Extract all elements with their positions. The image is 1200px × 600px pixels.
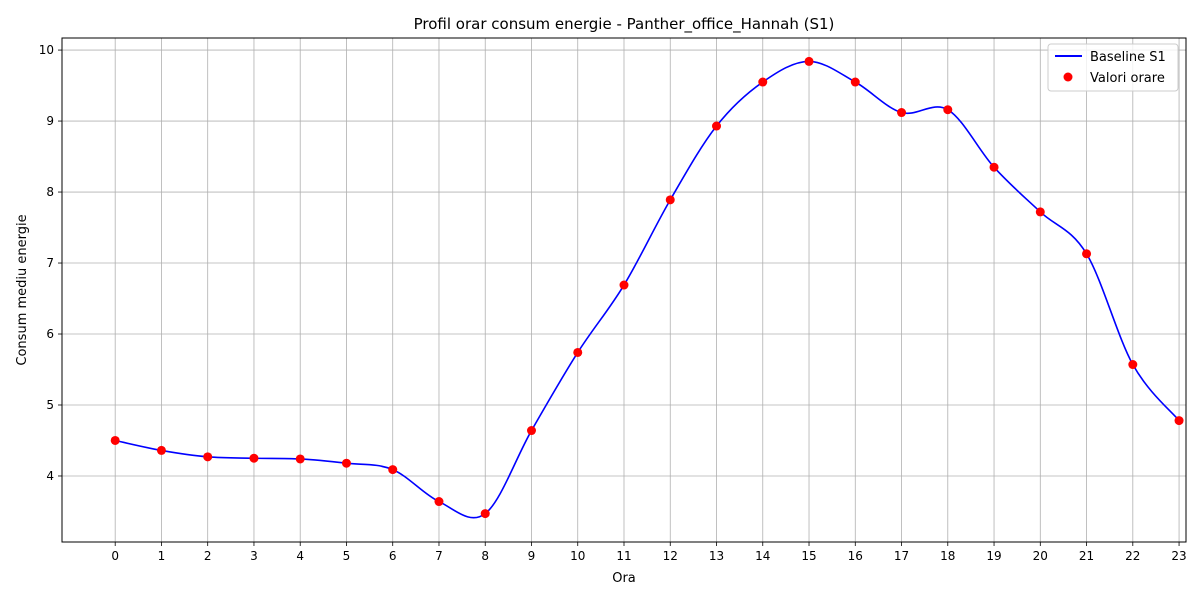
data-point	[897, 108, 907, 118]
data-point	[1082, 249, 1092, 259]
data-point	[110, 435, 120, 445]
legend: Baseline S1 Valori orare	[1047, 43, 1179, 92]
x-tick-label: 10	[570, 549, 585, 563]
x-tick-label: 23	[1171, 549, 1186, 563]
data-point	[573, 347, 583, 357]
x-tick-label: 11	[616, 549, 631, 563]
x-tick-label: 22	[1125, 549, 1140, 563]
y-tick-label: 6	[46, 327, 54, 341]
legend-entry-baseline: Baseline S1	[1090, 50, 1166, 65]
data-point	[804, 56, 814, 66]
chart-title: Profil orar consum energie - Panther_off…	[414, 15, 835, 34]
data-point	[341, 458, 351, 468]
x-tick-label: 17	[894, 549, 909, 563]
x-tick-label: 19	[986, 549, 1001, 563]
x-tick-label: 5	[343, 549, 351, 563]
y-axis-label: Consum mediu energie	[15, 214, 30, 365]
x-tick-label: 21	[1079, 549, 1094, 563]
x-tick-label: 4	[296, 549, 304, 563]
data-point	[295, 454, 305, 464]
data-point	[850, 77, 860, 87]
x-tick-label: 15	[801, 549, 816, 563]
data-point	[619, 280, 629, 290]
data-point	[203, 452, 213, 462]
data-point	[480, 509, 490, 519]
y-tick-label: 7	[46, 256, 54, 270]
x-axis-label: Ora	[612, 571, 636, 586]
x-tick-label: 0	[111, 549, 119, 563]
x-tick-label: 2	[204, 549, 212, 563]
data-point	[249, 453, 259, 463]
data-point	[1174, 416, 1184, 426]
x-tick-label: 1	[158, 549, 166, 563]
x-tick-label: 9	[528, 549, 536, 563]
data-point	[526, 426, 536, 436]
data-point	[712, 121, 722, 131]
data-point	[758, 77, 768, 87]
x-tick-label: 18	[940, 549, 955, 563]
x-tick-label: 14	[755, 549, 770, 563]
x-tick-label: 16	[848, 549, 863, 563]
y-tick-label: 4	[46, 469, 54, 483]
x-tick-label: 6	[389, 549, 397, 563]
y-tick-label: 9	[46, 114, 54, 128]
plot-data	[110, 56, 1184, 519]
data-point	[989, 162, 999, 172]
x-tick-label: 12	[663, 549, 678, 563]
legend-marker-swatch	[1063, 72, 1073, 82]
data-point	[665, 195, 675, 205]
data-point	[1128, 360, 1138, 370]
x-tick-label: 20	[1033, 549, 1048, 563]
grid	[62, 38, 1186, 542]
x-tick-label: 8	[481, 549, 489, 563]
x-tick-label: 3	[250, 549, 258, 563]
data-point	[388, 465, 398, 475]
data-point	[943, 105, 953, 115]
y-tick-label: 8	[46, 185, 54, 199]
x-tick-label: 7	[435, 549, 443, 563]
data-point	[434, 497, 444, 507]
legend-entry-hourly-values: Valori orare	[1090, 71, 1165, 86]
x-tick-label: 13	[709, 549, 724, 563]
data-point	[156, 445, 166, 455]
y-tick-label: 10	[39, 43, 54, 57]
axis-ticks: 0 1 2 3 4 5 6 7 8 9 10 11 12 13 14 15 16 17 18 19 20 21 22 2345…	[39, 43, 1187, 563]
data-point	[1035, 207, 1045, 217]
y-tick-label: 5	[46, 398, 54, 412]
